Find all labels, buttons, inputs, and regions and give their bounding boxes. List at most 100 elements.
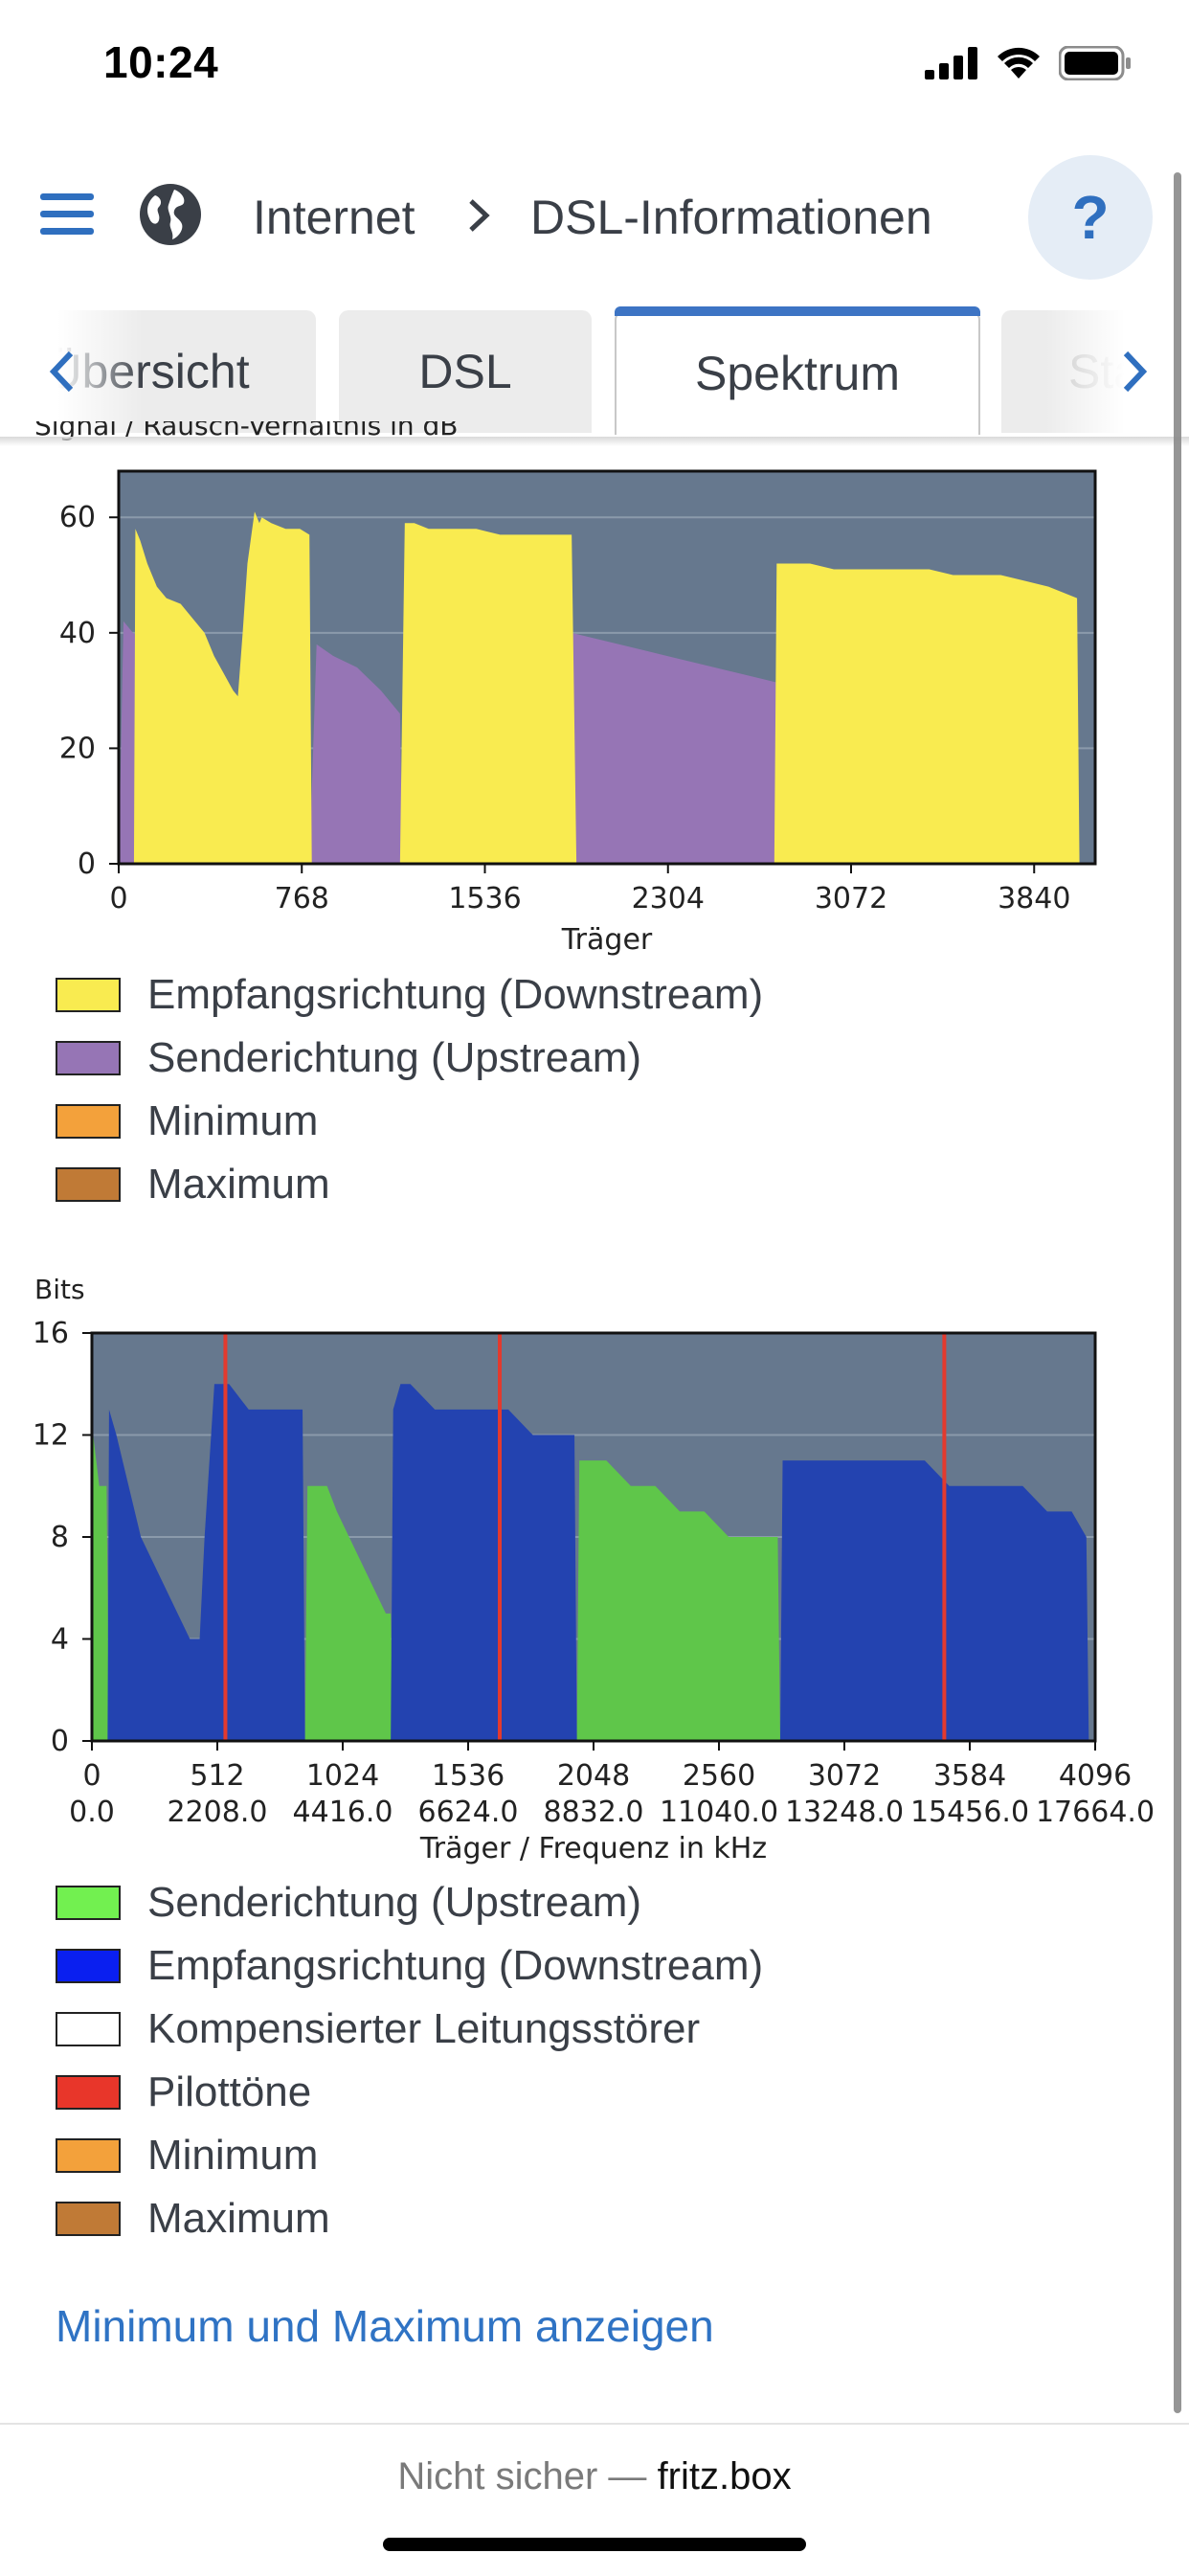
cellular-signal-icon xyxy=(925,47,977,79)
bits-legend-item: Senderichtung (Upstream) xyxy=(56,1871,763,1934)
snr-chart: Signal / Rausch-Verhältnis in dB 0 20 40 60 0… xyxy=(34,421,1097,957)
bits-xtick-label: 1536 xyxy=(432,1759,505,1793)
bits-xtick-label-khz: 17664.0 xyxy=(1036,1796,1155,1829)
bits-legend-label: Pilottöne xyxy=(147,2068,312,2115)
bits-legend-item: Kompensierter Leitungsstörer xyxy=(56,1998,763,2061)
bits-legend-label: Empfangsrichtung (Downstream) xyxy=(147,1942,764,1989)
snr-legend-swatch xyxy=(56,1167,121,1202)
bits-legend-label: Senderichtung (Upstream) xyxy=(147,1879,642,1926)
tab-scroll-left[interactable] xyxy=(0,306,144,437)
bits-xtick-label: 4096 xyxy=(1059,1759,1132,1793)
snr-legend-label: Senderichtung (Upstream) xyxy=(147,1034,642,1081)
snr-title: Signal / Rausch-Verhältnis in dB xyxy=(34,421,459,441)
breadcrumb-dsl-informationen: DSL-Informationen xyxy=(530,191,932,244)
bits-xtick-label: 3072 xyxy=(808,1759,881,1793)
bits-legend-item: Maximum xyxy=(56,2187,763,2250)
bits-xtick-label: 2560 xyxy=(683,1759,755,1793)
bits-ytick-label: 16 xyxy=(33,1317,69,1350)
bits-legend-swatch xyxy=(56,1949,121,1983)
snr-xtick-label: 3840 xyxy=(998,882,1070,915)
bits-ytick-label: 0 xyxy=(51,1725,69,1758)
wifi-icon xyxy=(998,47,1040,79)
globe-icon xyxy=(140,184,201,245)
breadcrumb-internet[interactable]: Internet xyxy=(253,191,415,244)
snr-legend-item: Empfangsrichtung (Downstream) xyxy=(56,963,763,1027)
status-time: 10:24 xyxy=(103,37,219,87)
tab-bar: Übersicht DSL Spektrum Stat xyxy=(0,306,1189,437)
scrollbar[interactable] xyxy=(1174,172,1181,2413)
bits-xtick-label: 2048 xyxy=(557,1759,630,1793)
bits-ytick-label: 4 xyxy=(51,1623,69,1657)
bits-legend-label: Kompensierter Leitungsstörer xyxy=(147,2005,701,2052)
snr-legend-swatch xyxy=(56,978,121,1012)
snr-legend-swatch xyxy=(56,1041,121,1075)
bits-legend-swatch xyxy=(56,2138,121,2173)
snr-xtick-label: 2304 xyxy=(632,882,705,915)
bits-xtick-label-khz: 0.0 xyxy=(69,1796,115,1829)
header: Internet DSL-Informationen ? xyxy=(0,144,1189,287)
bits-xtick-label-khz: 2208.0 xyxy=(168,1796,268,1829)
snr-legend-label: Empfangsrichtung (Downstream) xyxy=(147,971,764,1018)
snr-legend-item: Minimum xyxy=(56,1090,763,1153)
bits-xtick-label-khz: 11040.0 xyxy=(660,1796,778,1829)
chevron-left-icon xyxy=(49,350,74,393)
menu-icon[interactable] xyxy=(40,193,94,236)
bits-xtick-label: 1024 xyxy=(306,1759,379,1793)
browser-url-bar[interactable]: Nicht sicher — fritz.box xyxy=(0,2423,1189,2576)
snr-xlabel: Träger xyxy=(561,923,653,957)
snr-ytick-label: 40 xyxy=(59,617,96,650)
snr-ytick-label: 60 xyxy=(59,501,96,534)
snr-legend-label: Maximum xyxy=(147,1161,330,1208)
bits-ytick-label: 12 xyxy=(33,1419,69,1453)
tab-bar-shadow xyxy=(0,437,1189,446)
snr-legend-item: Maximum xyxy=(56,1153,763,1216)
bits-xtick-label-khz: 6624.0 xyxy=(418,1796,519,1829)
bits-legend-label: Minimum xyxy=(147,2132,319,2179)
home-indicator xyxy=(383,2538,806,2551)
snr-xtick-label: 768 xyxy=(275,882,329,915)
bits-xtick-label: 512 xyxy=(190,1759,244,1793)
chevron-right-icon xyxy=(469,199,490,232)
tab-scroll-right[interactable] xyxy=(1045,306,1189,437)
bits-legend-swatch xyxy=(56,1886,121,1920)
tab-spektrum[interactable]: Spektrum xyxy=(615,306,980,435)
bits-xtick-label: 3584 xyxy=(933,1759,1006,1793)
bits-series-0 xyxy=(92,1435,780,1741)
bits-legend-item: Minimum xyxy=(56,2124,763,2187)
help-button[interactable]: ? xyxy=(1028,155,1153,280)
snr-legend-label: Minimum xyxy=(147,1097,319,1144)
bits-xtick-label: 0 xyxy=(82,1759,101,1793)
url-text: Nicht sicher — fritz.box xyxy=(0,2455,1189,2498)
bits-xtick-label-khz: 13248.0 xyxy=(785,1796,904,1829)
bits-legend: Senderichtung (Upstream) Empfangsrichtung… xyxy=(56,1871,763,2250)
bits-legend-swatch xyxy=(56,2202,121,2236)
bits-legend-swatch xyxy=(56,2075,121,2110)
chevron-right-icon xyxy=(1123,350,1148,393)
snr-series-1 xyxy=(133,511,1080,864)
bits-chart: Bits048121600.05122208.010244416.0153666… xyxy=(33,1274,1155,1865)
snr-xtick-label: 3072 xyxy=(815,882,887,915)
snr-xtick-label: 1536 xyxy=(448,882,521,915)
status-bar: 10:24 xyxy=(0,0,1189,134)
snr-xtick-label: 0 xyxy=(109,882,127,915)
snr-legend-swatch xyxy=(56,1104,121,1139)
bits-xtick-label-khz: 8832.0 xyxy=(544,1796,644,1829)
bits-title: Bits xyxy=(34,1274,85,1305)
bits-xlabel: Träger / Frequenz in kHz xyxy=(419,1832,767,1865)
bits-xtick-label-khz: 4416.0 xyxy=(293,1796,393,1829)
url-host: fritz.box xyxy=(657,2455,792,2497)
bits-legend-label: Maximum xyxy=(147,2195,330,2242)
snr-ytick-label: 20 xyxy=(59,732,96,765)
bits-series-1 xyxy=(107,1384,1089,1741)
bits-xtick-label-khz: 15456.0 xyxy=(910,1796,1029,1829)
show-min-max-link[interactable]: Minimum und Maximum anzeigen xyxy=(56,2301,714,2351)
bits-ytick-label: 8 xyxy=(51,1521,69,1554)
bits-legend-item: Empfangsrichtung (Downstream) xyxy=(56,1934,763,1998)
battery-icon xyxy=(1059,46,1131,80)
snr-frame xyxy=(117,469,1097,866)
tab-dsl[interactable]: DSL xyxy=(339,310,592,433)
bits-legend-item: Pilottöne xyxy=(56,2061,763,2124)
snr-series-0 xyxy=(119,621,792,864)
url-security-label: Nicht sicher — xyxy=(397,2455,647,2497)
snr-legend-item: Senderichtung (Upstream) xyxy=(56,1027,763,1090)
